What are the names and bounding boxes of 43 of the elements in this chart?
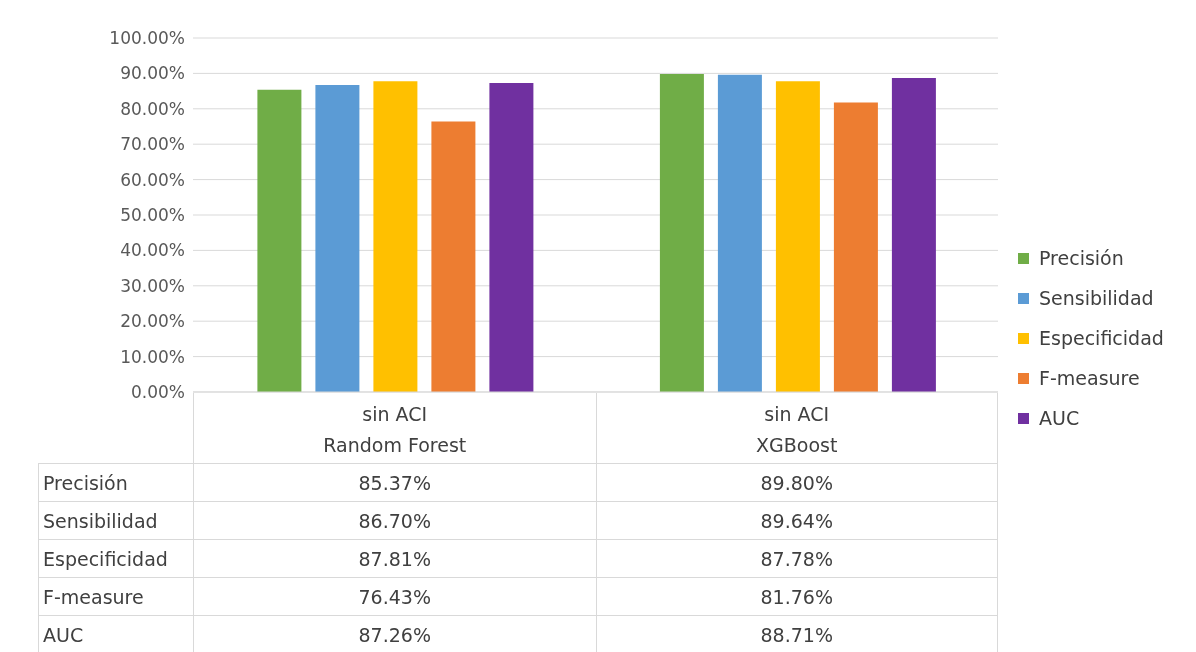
y-tick-label: 100.00% [109, 28, 185, 49]
legend-label: F-measure [1038, 366, 1141, 391]
y-tick-label: 30.00% [120, 275, 185, 296]
y-tick-label: 10.00% [120, 346, 185, 367]
data-label: 87.26% [193, 616, 596, 652]
data-label: 86.70% [193, 502, 596, 539]
bar [891, 77, 936, 392]
bar [431, 121, 476, 392]
bar [315, 85, 360, 392]
y-tick-label: 80.00% [120, 98, 185, 119]
data-label: 89.80% [595, 464, 998, 501]
text: AUC [43, 624, 84, 646]
bar [775, 81, 820, 392]
bar [833, 102, 878, 392]
text: Especificidad [43, 548, 168, 570]
x-tick-label: sin ACI XGBoost [755, 402, 839, 458]
legend-label: AUC [1038, 406, 1081, 431]
y-tick-label: 20.00% [120, 311, 185, 332]
y-tick-label: 0.00% [130, 382, 185, 403]
y-tick-label: 60.00% [120, 169, 185, 190]
data-label: 87.81% [193, 540, 596, 577]
bar [373, 81, 418, 392]
legend-label: Precisión [1038, 246, 1125, 271]
data-label: 76.43% [193, 578, 596, 615]
x-tick-label: sin ACI Random Forest [322, 402, 468, 458]
legend-label: Sensibilidad [1038, 286, 1155, 311]
data-label: 81.76% [595, 578, 998, 615]
y-tick-label: 50.00% [120, 205, 185, 226]
y-tick-label: 70.00% [120, 134, 185, 155]
data-label: 88.71% [595, 616, 998, 652]
bar [717, 74, 762, 392]
y-tick-label: 40.00% [120, 240, 185, 261]
bar [257, 89, 302, 392]
data-label: 89.64% [595, 502, 998, 539]
text: Sensibilidad [43, 510, 158, 532]
bar [659, 74, 704, 392]
text: F-measure [43, 586, 144, 608]
legend-label: Especificidad [1038, 326, 1164, 351]
y-tick-label: 90.00% [120, 63, 185, 84]
text: Precisión [43, 472, 128, 494]
bar [489, 83, 534, 392]
data-label: 87.78% [595, 540, 998, 577]
data-label: 85.37% [193, 464, 596, 501]
